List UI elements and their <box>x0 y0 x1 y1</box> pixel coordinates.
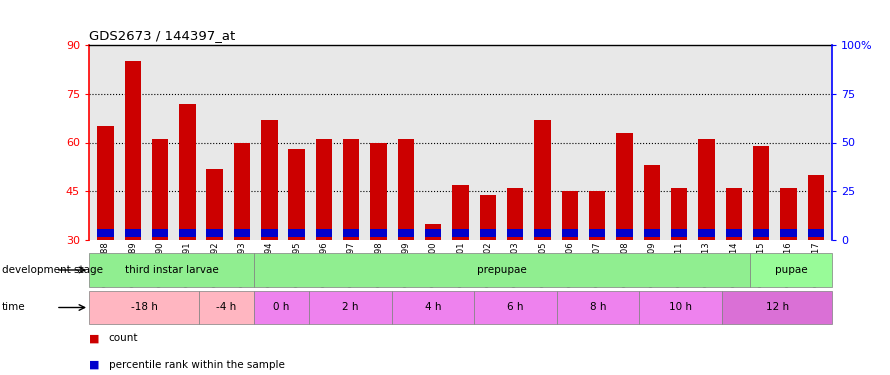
Bar <box>288 149 305 240</box>
Bar <box>255 253 749 287</box>
Bar <box>125 61 141 240</box>
Text: -4 h: -4 h <box>216 303 237 312</box>
Text: third instar larvae: third instar larvae <box>125 265 218 275</box>
Bar <box>234 142 250 240</box>
Bar <box>640 291 722 324</box>
Text: ■: ■ <box>89 360 100 369</box>
Bar <box>206 168 222 240</box>
Bar <box>398 229 414 237</box>
Bar <box>309 291 392 324</box>
Bar <box>392 291 474 324</box>
Bar <box>725 229 742 237</box>
Text: time: time <box>2 303 26 312</box>
Bar <box>199 291 255 324</box>
Bar <box>179 229 196 237</box>
Bar <box>671 188 687 240</box>
Bar <box>89 291 199 324</box>
Bar <box>179 104 196 240</box>
Bar <box>534 120 551 240</box>
Text: 12 h: 12 h <box>765 303 789 312</box>
Bar <box>452 185 469 240</box>
Text: prepupae: prepupae <box>477 265 527 275</box>
Text: GDS2673 / 144397_at: GDS2673 / 144397_at <box>89 30 235 42</box>
Bar <box>234 229 250 237</box>
Bar <box>125 229 141 237</box>
Text: pupae: pupae <box>774 265 807 275</box>
Text: count: count <box>109 333 138 343</box>
Bar <box>557 291 640 324</box>
Text: 0 h: 0 h <box>273 303 290 312</box>
Bar <box>425 224 441 240</box>
Bar <box>643 165 660 240</box>
Bar <box>480 229 496 237</box>
Text: -18 h: -18 h <box>131 303 158 312</box>
Bar <box>261 229 278 237</box>
Bar <box>152 139 168 240</box>
Bar <box>589 229 605 237</box>
Text: 2 h: 2 h <box>343 303 359 312</box>
Bar <box>343 139 360 240</box>
Bar <box>343 229 360 237</box>
Bar <box>97 126 114 240</box>
Bar <box>807 175 824 240</box>
Bar <box>370 142 387 240</box>
Bar <box>255 291 309 324</box>
Bar <box>507 229 523 237</box>
Text: 4 h: 4 h <box>425 303 441 312</box>
Text: percentile rank within the sample: percentile rank within the sample <box>109 360 285 369</box>
Bar <box>452 229 469 237</box>
Bar <box>725 188 742 240</box>
Bar <box>589 191 605 240</box>
Bar <box>671 229 687 237</box>
Text: 10 h: 10 h <box>669 303 692 312</box>
Bar <box>722 291 832 324</box>
Bar <box>370 229 387 237</box>
Bar <box>562 229 578 237</box>
Bar <box>288 229 305 237</box>
Bar <box>398 139 414 240</box>
Bar <box>643 229 660 237</box>
Bar <box>616 133 633 240</box>
Text: development stage: development stage <box>2 265 102 275</box>
Bar <box>206 229 222 237</box>
Text: ■: ■ <box>89 333 100 343</box>
Bar <box>316 229 332 237</box>
Bar <box>261 120 278 240</box>
Bar <box>474 291 557 324</box>
Bar <box>781 229 797 237</box>
Bar <box>753 229 769 237</box>
Bar <box>616 229 633 237</box>
Bar <box>781 188 797 240</box>
Bar <box>152 229 168 237</box>
Bar <box>534 229 551 237</box>
Bar <box>749 253 832 287</box>
Bar <box>89 253 255 287</box>
Bar <box>807 229 824 237</box>
Bar <box>507 188 523 240</box>
Bar <box>699 229 715 237</box>
Bar <box>753 146 769 240</box>
Bar <box>480 195 496 240</box>
Bar <box>562 191 578 240</box>
Bar <box>425 229 441 237</box>
Bar <box>316 139 332 240</box>
Bar <box>97 229 114 237</box>
Text: 8 h: 8 h <box>590 303 606 312</box>
Text: 6 h: 6 h <box>507 303 524 312</box>
Bar <box>699 139 715 240</box>
